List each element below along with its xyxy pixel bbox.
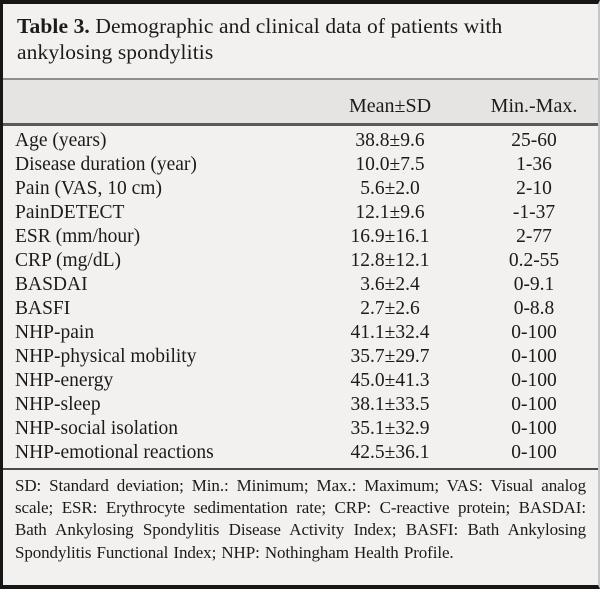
column-header-min-max: Min.-Max. [490, 95, 578, 117]
min-max-value: 25-60 [511, 130, 557, 151]
table-body: Age (years) 38.8±9.6 25-60 Disease duration… [3, 126, 598, 465]
mean-sd-value: 2.7±2.6 [360, 298, 420, 319]
table-footnote: SD: Standard deviation; Min.: Minimum; M… [15, 476, 586, 562]
table-row: NHP-energy 45.0±41.3 0-100 [3, 369, 598, 393]
footnote-divider [3, 468, 598, 470]
table-title: Table 3. Demographic and clinical data o… [3, 4, 598, 78]
table-row: NHP-emotional reactions 42.5±36.1 0-100 [3, 441, 598, 465]
mean-sd-value: 5.6±2.0 [360, 178, 420, 199]
table-row: Pain (VAS, 10 cm) 5.6±2.0 2-10 [3, 177, 598, 201]
mean-sd-value: 12.8±12.1 [350, 250, 430, 271]
table-row: CRP (mg/dL) 12.8±12.1 0.2-55 [3, 249, 598, 273]
mean-sd-value: 35.1±32.9 [350, 418, 430, 439]
min-max-value: 2-77 [516, 226, 552, 247]
mean-sd-value: 35.7±29.7 [350, 346, 430, 367]
table-row: Disease duration (year) 10.0±7.5 1-36 [3, 153, 598, 177]
min-max-value: 0-100 [511, 322, 557, 343]
min-max-value: 0-8.8 [513, 298, 555, 319]
row-label: NHP-social isolation [15, 418, 179, 439]
table-row: NHP-pain 41.1±32.4 0-100 [3, 321, 598, 345]
row-label: NHP-pain [15, 322, 95, 343]
table-row: ESR (mm/hour) 16.9±16.1 2-77 [3, 225, 598, 249]
min-max-value: 2-10 [516, 178, 552, 199]
row-label: Age (years) [15, 130, 107, 151]
min-max-value: 0.2-55 [508, 250, 560, 271]
mean-sd-value: 3.6±2.4 [360, 274, 420, 295]
row-label: NHP-physical mobility [15, 346, 197, 367]
row-label: PainDETECT [15, 202, 125, 223]
min-max-value: -1-37 [512, 202, 556, 223]
row-label: BASFI [15, 298, 71, 319]
min-max-value: 0-100 [511, 442, 557, 463]
row-label: ESR (mm/hour) [15, 226, 141, 247]
mean-sd-value: 41.1±32.4 [350, 322, 430, 343]
table-number: Table 3. [17, 14, 90, 38]
column-header-mean-sd: Mean±SD [348, 95, 432, 117]
row-label: Pain (VAS, 10 cm) [15, 178, 162, 199]
mean-sd-value: 16.9±16.1 [350, 226, 430, 247]
min-max-value: 0-100 [511, 370, 557, 391]
mean-sd-value: 10.0±7.5 [355, 154, 425, 175]
mean-sd-value: 38.1±33.5 [350, 394, 430, 415]
row-label: NHP-emotional reactions [15, 442, 214, 463]
row-label: NHP-energy [15, 370, 114, 391]
title-divider [3, 78, 598, 80]
row-label: CRP (mg/dL) [15, 250, 121, 271]
row-label: NHP-sleep [15, 394, 101, 415]
row-label: BASDAI [15, 274, 88, 295]
min-max-value: 0-9.1 [513, 274, 555, 295]
table-caption: Demographic and clinical data of patient… [17, 14, 503, 64]
min-max-value: 0-100 [511, 418, 557, 439]
mean-sd-value: 42.5±36.1 [350, 442, 430, 463]
table-row: NHP-sleep 38.1±33.5 0-100 [3, 393, 598, 417]
min-max-value: 0-100 [511, 394, 557, 415]
table-row: BASFI 2.7±2.6 0-8.8 [3, 297, 598, 321]
table-row: NHP-social isolation 35.1±32.9 0-100 [3, 417, 598, 441]
table-row: PainDETECT 12.1±9.6 -1-37 [3, 201, 598, 225]
table-row: Age (years) 38.8±9.6 25-60 [3, 129, 598, 153]
mean-sd-value: 12.1±9.6 [355, 202, 425, 223]
row-label: Disease duration (year) [15, 154, 197, 175]
table-header-row: Mean±SD Min.-Max. [3, 80, 598, 126]
mean-sd-value: 38.8±9.6 [355, 130, 425, 151]
min-max-value: 1-36 [516, 154, 552, 175]
min-max-value: 0-100 [511, 346, 557, 367]
table-row: NHP-physical mobility 35.7±29.7 0-100 [3, 345, 598, 369]
table-row: BASDAI 3.6±2.4 0-9.1 [3, 273, 598, 297]
mean-sd-value: 45.0±41.3 [350, 370, 430, 391]
